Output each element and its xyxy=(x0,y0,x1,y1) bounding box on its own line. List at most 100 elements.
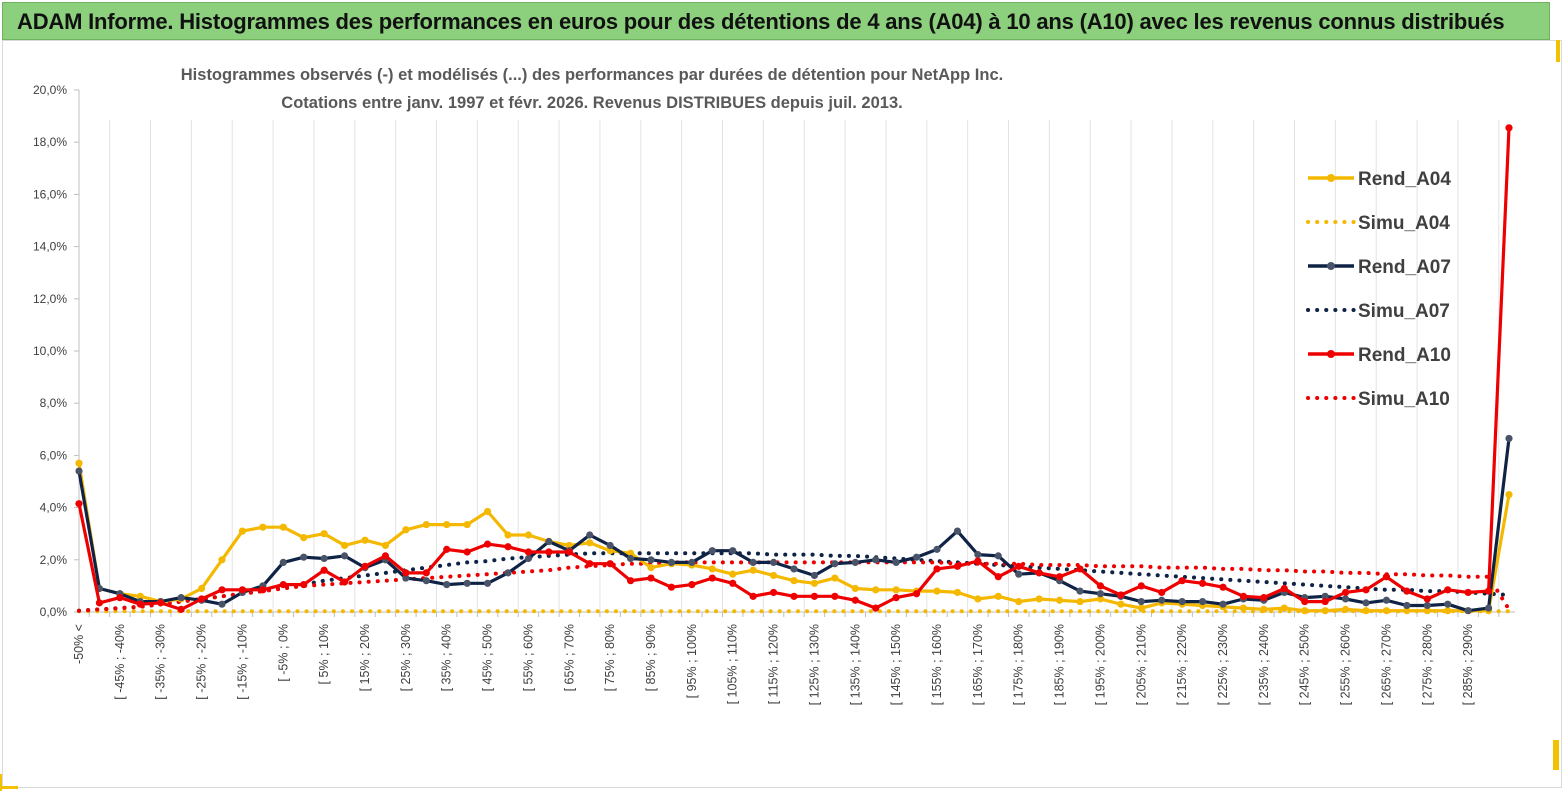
corner-mark-right-top xyxy=(1556,40,1560,62)
data-point xyxy=(729,579,737,587)
data-point xyxy=(524,548,533,556)
x-tick-label: [ -25% ; -20% xyxy=(195,624,209,700)
legend-marker xyxy=(1327,262,1335,270)
data-point xyxy=(1076,587,1084,595)
y-tick-label: 2,0% xyxy=(40,553,68,567)
data-point xyxy=(667,558,676,567)
data-point xyxy=(320,554,328,563)
data-point xyxy=(974,550,982,559)
x-tick-label: [ 205% ; 210% xyxy=(1134,624,1148,705)
data-point xyxy=(443,520,451,529)
data-point xyxy=(790,592,798,600)
data-point xyxy=(422,520,430,529)
data-point xyxy=(218,600,226,608)
data-point xyxy=(279,580,287,589)
data-point xyxy=(463,548,471,556)
data-point xyxy=(851,558,859,567)
data-point xyxy=(810,579,819,587)
legend-label: Rend_A04 xyxy=(1358,169,1451,190)
data-point xyxy=(1423,607,1431,615)
data-point xyxy=(892,586,900,594)
data-point xyxy=(1239,592,1248,600)
data-point xyxy=(545,548,553,556)
x-tick-label: [ 185% ; 190% xyxy=(1053,624,1067,705)
data-point xyxy=(729,570,737,578)
data-point xyxy=(994,592,1002,600)
x-tick-label: [ -15% ; -10% xyxy=(235,624,249,700)
x-tick-label: [ 245% ; 250% xyxy=(1298,624,1312,705)
x-tick-label: [ 85% ; 90% xyxy=(644,624,658,691)
data-point xyxy=(974,557,982,565)
chart-title: Histogrammes observés (-) et modélisés (… xyxy=(181,66,1003,84)
data-point xyxy=(1464,588,1472,597)
x-tick-label: [ -35% ; -30% xyxy=(154,624,168,700)
data-point xyxy=(933,587,941,595)
series-simu-a10 xyxy=(77,560,1511,613)
data-point xyxy=(1158,588,1166,597)
data-point xyxy=(1301,607,1309,615)
data-point xyxy=(1219,600,1227,608)
data-point xyxy=(136,592,144,600)
data-point xyxy=(1137,604,1145,612)
x-tick-label: [ 75% ; 80% xyxy=(603,624,617,691)
legend-entry: Simu_A07 xyxy=(1306,301,1450,322)
data-point xyxy=(402,526,410,534)
x-tick-label: [ 135% ; 140% xyxy=(848,624,862,705)
data-point xyxy=(606,541,614,550)
x-tick-label: [ 15% ; 20% xyxy=(358,624,372,691)
data-point xyxy=(667,583,676,591)
data-point xyxy=(381,552,390,560)
data-point xyxy=(974,595,982,603)
x-tick-label: [ 175% ; 180% xyxy=(1012,624,1026,705)
x-tick-label: [ 95% ; 100% xyxy=(685,624,699,698)
data-point xyxy=(810,571,819,580)
x-tick-label: [ 145% ; 150% xyxy=(889,624,903,705)
data-point xyxy=(197,584,206,593)
data-point xyxy=(769,588,778,597)
series-line xyxy=(77,551,1511,613)
y-tick-label: 4,0% xyxy=(40,501,68,515)
report-title: ADAM Informe. Histogrammes des performan… xyxy=(17,9,1505,34)
data-point xyxy=(340,541,349,550)
data-point xyxy=(708,547,716,555)
x-tick-label: [ 285% ; 290% xyxy=(1461,624,1475,705)
data-point xyxy=(1382,573,1391,581)
data-point xyxy=(790,577,798,585)
data-point xyxy=(647,556,655,564)
data-point xyxy=(1035,569,1043,577)
data-point xyxy=(361,536,369,544)
data-point xyxy=(953,562,962,570)
y-tick-label: 14,0% xyxy=(33,240,67,254)
data-point xyxy=(75,459,83,467)
data-point xyxy=(177,605,185,613)
data-point xyxy=(1137,582,1145,590)
data-point xyxy=(872,556,880,564)
data-point xyxy=(279,523,287,531)
y-tick-label: 12,0% xyxy=(33,292,67,306)
x-tick-label: [ 65% ; 70% xyxy=(562,624,576,691)
data-point xyxy=(1321,607,1329,615)
x-tick-label: [ 195% ; 200% xyxy=(1093,624,1107,705)
data-point xyxy=(688,558,696,567)
data-point xyxy=(1015,597,1023,606)
data-point xyxy=(483,540,492,548)
x-tick-label: [ 255% ; 260% xyxy=(1339,624,1353,705)
x-tick-label: [ 265% ; 270% xyxy=(1379,624,1393,705)
data-point xyxy=(524,531,533,539)
data-point xyxy=(1280,584,1288,593)
data-point xyxy=(402,569,410,577)
data-point xyxy=(238,527,247,535)
series-simu-a07 xyxy=(77,551,1511,613)
data-point xyxy=(1484,604,1493,612)
data-point xyxy=(340,552,349,560)
data-point xyxy=(749,566,757,574)
data-point xyxy=(565,541,573,550)
data-point xyxy=(259,523,267,531)
legend-label: Rend_A07 xyxy=(1358,257,1451,278)
data-point xyxy=(177,594,185,602)
data-point xyxy=(320,530,328,538)
corner-mark-right-bottom xyxy=(1553,740,1559,770)
legend-entry: Rend_A10 xyxy=(1308,345,1451,366)
data-point xyxy=(136,600,144,608)
